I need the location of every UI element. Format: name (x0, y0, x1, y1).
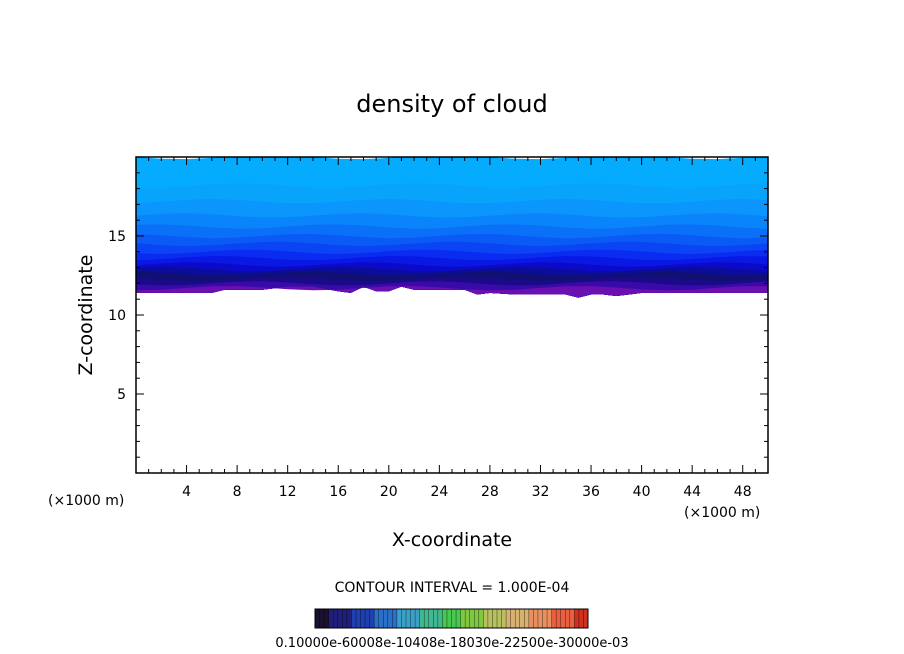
x-tick-label: 36 (582, 484, 600, 500)
contour-band (136, 286, 768, 298)
colorbar-cell (478, 609, 484, 628)
x-tick-label: 44 (683, 484, 701, 500)
x-tick-label: 28 (481, 484, 499, 500)
x-axis-title: X-coordinate (392, 529, 512, 551)
colorbar-cell (492, 609, 498, 628)
colorbar (314, 608, 589, 629)
x-tick-label: 4 (182, 484, 191, 500)
x-tick-labels: 4 8 12 16 20 24 28 32 36 40 44 48 (182, 484, 752, 500)
colorbar-cell (551, 609, 557, 628)
colorbar-cell (424, 609, 430, 628)
colorbar-cell (415, 609, 421, 628)
colorbar-cell (578, 609, 584, 628)
colorbar-cell (337, 609, 343, 628)
colorbar-cell (569, 609, 575, 628)
x-tick-label: 8 (233, 484, 242, 500)
colorbar-cell (360, 609, 366, 628)
y-tick-label: 15 (108, 229, 126, 245)
plot-area (135, 156, 769, 474)
chart-title: density of cloud (356, 90, 547, 118)
colorbar-cell (547, 609, 552, 628)
colorbar-cell (333, 609, 339, 628)
y-axis-title: Z-coordinate (75, 255, 97, 376)
colorbar-cell (528, 609, 534, 628)
colorbar-cell (410, 609, 416, 628)
colorbar-cell (542, 609, 548, 628)
colorbar-cell (583, 609, 589, 628)
colorbar-cell (328, 609, 334, 628)
colorbar-cell (474, 609, 480, 628)
x-tick-label: 32 (532, 484, 550, 500)
x-tick-label: 48 (734, 484, 752, 500)
colorbar-cell (515, 609, 521, 628)
colorbar-cell (537, 609, 543, 628)
colorbar-cell (365, 609, 370, 628)
contour-interval: CONTOUR INTERVAL = 1.000E-04 (335, 580, 570, 596)
x-tick-label: 16 (329, 484, 347, 500)
colorbar-cell (510, 609, 516, 628)
colorbar-cell (374, 609, 380, 628)
colorbar-cell (392, 609, 398, 628)
colorbar-cell (469, 609, 475, 628)
colorbar-frame (314, 608, 589, 629)
y-tick-labels: 5 10 15 (108, 229, 126, 403)
x-tick-label: 40 (633, 484, 651, 500)
colorbar-cell (560, 609, 566, 628)
colorbar-cell (346, 609, 352, 628)
y-tick-label: 5 (117, 387, 126, 403)
colorbar-cell (497, 609, 502, 628)
colorbar-cell (501, 609, 507, 628)
x-tick-label: 12 (279, 484, 297, 500)
x-tick-label: 24 (430, 484, 448, 500)
colorbar-cell (574, 609, 580, 628)
colorbar-cell (406, 609, 411, 628)
colorbar-cell (437, 609, 443, 628)
colorbar-cell (456, 609, 461, 628)
contour-fill (136, 157, 768, 298)
colorbar-cell (428, 609, 434, 628)
colorbar-cell (533, 609, 539, 628)
colorbar-cell (387, 609, 393, 628)
x-tick-label: 20 (380, 484, 398, 500)
colorbar-cell (396, 609, 402, 628)
colorbar-cell (342, 609, 348, 628)
colorbar-cell (446, 609, 452, 628)
colorbar-cell (451, 609, 457, 628)
colorbar-cell (442, 609, 448, 628)
colorbar-cell (315, 609, 320, 628)
y-axis-unit: (×1000 m) (48, 493, 124, 509)
colorbar-cell (483, 609, 489, 628)
colorbar-cell (401, 609, 407, 628)
colorbar-cell (419, 609, 425, 628)
colorbar-cell (460, 609, 466, 628)
colorbar-cell (556, 609, 562, 628)
colorbar-cell (519, 609, 525, 628)
colorbar-cell (524, 609, 530, 628)
colorbar-cell (506, 609, 512, 628)
axis-ticks (136, 157, 768, 473)
colorbar-cell (378, 609, 384, 628)
colorbar-cell (319, 609, 325, 628)
colorbar-cell (324, 609, 330, 628)
colorbar-cell (369, 609, 375, 628)
colorbar-cell (351, 609, 357, 628)
colorbar-cell (465, 609, 471, 628)
colorbar-cell (433, 609, 439, 628)
colorbar-labels: 0.10000e-60008e-10408e-18030e-22500e-300… (275, 636, 628, 651)
colorbar-cell (487, 609, 493, 628)
colorbar-cell (383, 609, 389, 628)
colorbar-cell (355, 609, 361, 628)
colorbar-cell (565, 609, 571, 628)
y-tick-label: 10 (108, 308, 126, 324)
x-axis-unit: (×1000 m) (684, 505, 760, 521)
